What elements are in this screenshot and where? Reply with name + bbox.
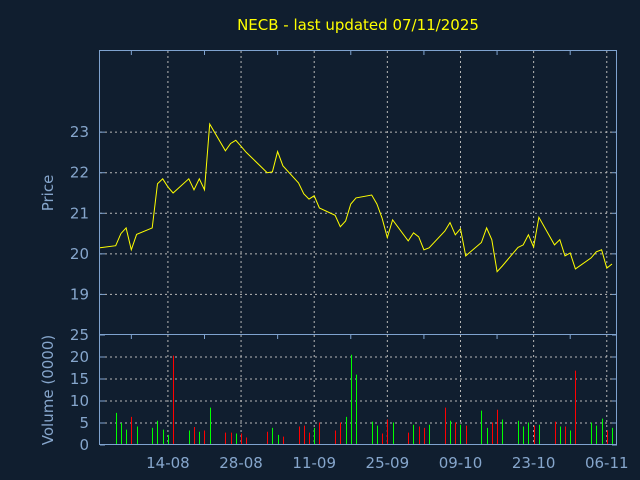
volume-bars bbox=[116, 354, 613, 445]
date-tick-label: 11-09 bbox=[292, 454, 336, 472]
volume-tick-label: 10 bbox=[70, 392, 89, 410]
chart-title: NECB - last updated 07/11/2025 bbox=[237, 16, 479, 34]
volume-tick-label: 25 bbox=[70, 326, 89, 344]
date-tick-label: 25-09 bbox=[366, 454, 410, 472]
price-line bbox=[99, 122, 613, 273]
date-tick-label: 14-08 bbox=[146, 454, 190, 472]
price-tick-label: 21 bbox=[70, 204, 89, 222]
price-axis-label: Price bbox=[39, 175, 57, 212]
price-tick-label: 23 bbox=[70, 123, 89, 141]
volume-axis-label: Volume (0000) bbox=[39, 335, 57, 445]
date-tick-label: 28-08 bbox=[219, 454, 263, 472]
volume-plot-frame bbox=[99, 334, 617, 445]
date-tick-label: 09-10 bbox=[439, 454, 483, 472]
price-tick-label: 19 bbox=[70, 285, 89, 303]
volume-tick-label: 0 bbox=[79, 436, 89, 454]
volume-tick-label: 5 bbox=[79, 414, 89, 432]
date-tick-label: 23-10 bbox=[512, 454, 556, 472]
price-tick-label: 22 bbox=[70, 164, 89, 182]
axes bbox=[99, 50, 617, 446]
tick-labels: 19 20 21 22 23 0 5 10 15 20 25 14-08 28-08 11-09 25-09… bbox=[70, 123, 629, 472]
price-tick-label: 20 bbox=[70, 245, 89, 263]
date-tick-label: 06-11 bbox=[585, 454, 629, 472]
volume-tick-label: 20 bbox=[70, 348, 89, 366]
volume-tick-label: 15 bbox=[70, 370, 89, 388]
price-plot-frame bbox=[99, 50, 617, 335]
price-grid bbox=[100, 51, 617, 335]
